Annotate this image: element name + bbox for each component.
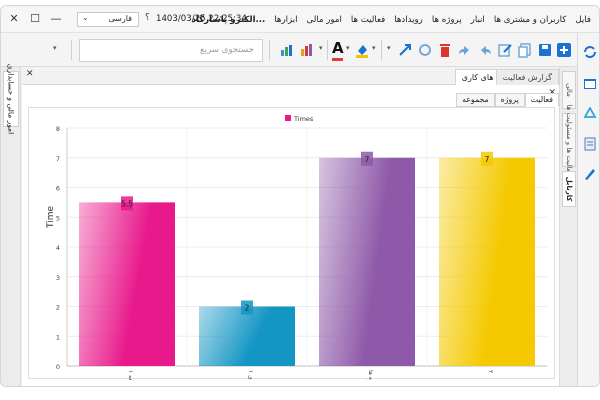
legend-swatch	[285, 115, 291, 121]
finance-side-tab[interactable]: مالی	[562, 71, 576, 109]
menu-item-finance[interactable]: امور مالی	[306, 14, 342, 25]
y-tick-label: 8	[56, 125, 60, 133]
sync-icon[interactable]	[583, 45, 597, 59]
main-menu: فایل کاربران و مشتری ها انبار پروژه ها ر…	[191, 6, 591, 33]
data-label: 5.5	[121, 199, 133, 208]
bar[interactable]	[199, 306, 295, 367]
right-icon-bar	[577, 33, 599, 386]
data-label-box	[121, 196, 133, 211]
document-icon[interactable]	[583, 137, 597, 151]
menu-item-warehouse[interactable]: انبار	[470, 14, 485, 25]
menu-item-users-customers[interactable]: کاربران و مشتری ها	[493, 14, 567, 25]
bar[interactable]	[79, 202, 175, 366]
cartable-side-tab-label: کارتابل	[565, 176, 573, 202]
menu-item-file[interactable]: فایل	[575, 14, 591, 25]
subtab-activity[interactable]: فعالیت	[524, 93, 559, 107]
app-window: ✕ ☐ — ⌄ فارسی ؟ 1403/03/25 22:25:34 فایل…	[0, 5, 600, 387]
finance-dock-tab-label: امور مالی و حسابداری	[6, 63, 16, 135]
finance-dock-tab[interactable]: امور مالی و حسابداری	[3, 64, 19, 134]
x-category-label: ۲	[487, 370, 494, 373]
bar[interactable]	[439, 157, 535, 366]
quick-search-placeholder: جستجوی سریع	[200, 45, 254, 55]
y-axis-label: Time	[46, 206, 56, 229]
refresh-icon[interactable]	[417, 42, 433, 58]
recycle-icon[interactable]	[583, 107, 597, 121]
redo-icon[interactable]	[457, 42, 473, 58]
y-axis-ticks: 0 1 2 3 4 5 6 7 8	[56, 125, 60, 371]
delete-icon[interactable]	[437, 42, 453, 58]
maximize-window-button[interactable]: ☐	[30, 12, 40, 25]
data-label-box	[481, 151, 493, 166]
tab-activity-report[interactable]: گزارش فعالیت	[495, 69, 559, 85]
pen-icon[interactable]	[583, 167, 597, 181]
activities-side-tab-label: فعالیت ها و مسئولیت ها	[565, 104, 573, 176]
bar-chart-icon[interactable]	[299, 42, 315, 58]
x-category-label: پروژه ها	[367, 370, 374, 380]
activities-side-tab[interactable]: فعالیت ها و مسئولیت ها	[562, 105, 576, 175]
save-icon[interactable]	[537, 42, 553, 58]
toolbar: ▾ جستجوی سریع ▾ A ▾ ▾ ▾	[1, 33, 599, 67]
window-icon[interactable]	[583, 77, 597, 91]
y-tick-label: 1	[56, 333, 60, 341]
x-category-label: دسته مطالعه ۱	[127, 370, 134, 380]
menu-bar: ✕ ☐ — ⌄ فارسی ؟ 1403/03/25 22:25:34 فایل…	[1, 6, 599, 33]
y-tick-label: 3	[56, 274, 60, 282]
finance-side-tab-label: مالی	[565, 83, 573, 97]
chart-report-icon[interactable]	[279, 42, 295, 58]
company-name: الکترو پاسارگاد...	[191, 14, 266, 25]
close-window-button[interactable]: ✕	[9, 12, 19, 25]
undo-icon[interactable]	[477, 42, 493, 58]
subtab-project[interactable]: پروژه	[494, 93, 525, 107]
chart-container: 0 1 2 3 4 5 6 7 8 5.5 2 7 7 دسته مطالعه ۱ برنامه های…	[28, 107, 555, 386]
document-tab-strip: ✕ برنامه های کاری گزارش فعالیت	[22, 67, 559, 85]
toolbar-overflow-icon[interactable]: ▾	[53, 44, 57, 52]
datetime-display: 1403/03/25 22:25:34	[156, 14, 247, 24]
menu-item-events[interactable]: رویدادها	[394, 14, 423, 25]
document-panel: ✕ برنامه های کاری گزارش فعالیت ✕ مجموعه …	[22, 67, 559, 386]
menu-item-activities[interactable]: فعالیت ها	[350, 14, 386, 25]
minimize-window-button[interactable]: —	[50, 12, 62, 25]
left-dock-strip: امور مالی و حسابداری	[1, 64, 21, 386]
chart-bars: 5.5 2 7 7	[79, 151, 535, 367]
add-new-icon[interactable]	[556, 42, 572, 58]
cartable-side-tab[interactable]: کارتابل	[562, 171, 576, 207]
chart-legend: Times	[285, 115, 314, 123]
copy-icon[interactable]	[517, 42, 533, 58]
bar-chart: 0 1 2 3 4 5 6 7 8 5.5 2 7 7 دسته مطالعه ۱ برنامه های…	[46, 115, 547, 386]
edit-icon[interactable]	[497, 42, 513, 58]
y-tick-label: 6	[56, 185, 60, 193]
subtab-collection[interactable]: مجموعه	[456, 93, 495, 107]
data-label: 2	[245, 304, 250, 313]
bar[interactable]	[319, 157, 415, 366]
language-value: فارسی	[108, 14, 133, 23]
right-dock-strip: مالی فعالیت ها و مسئولیت ها کارتابل	[559, 67, 577, 386]
menu-item-projects[interactable]: پروژه ها	[431, 14, 462, 25]
x-category-label: برنامه های ۱	[247, 370, 254, 380]
data-label-box	[361, 151, 373, 166]
y-tick-label: 5	[56, 214, 60, 222]
collapse-icon[interactable]	[397, 42, 413, 58]
y-tick-label: 7	[56, 155, 60, 163]
menu-item-tools[interactable]: ابزارها	[274, 14, 298, 25]
language-select[interactable]: ⌄ فارسی	[77, 12, 139, 27]
y-tick-label: 0	[56, 363, 60, 371]
data-label-box	[241, 300, 253, 315]
close-panel-icon[interactable]: ✕	[26, 69, 34, 79]
group-by-tabs: مجموعه پروژه فعالیت	[456, 93, 559, 107]
legend-label-times: Times	[293, 115, 314, 123]
data-label: 7	[365, 155, 370, 164]
y-tick-label: 2	[56, 304, 60, 312]
data-label: 7	[485, 155, 490, 164]
quick-search-input[interactable]: جستجوی سریع	[79, 39, 263, 62]
font-color-icon[interactable]: A	[332, 39, 344, 57]
x-axis-labels: دسته مطالعه ۱ برنامه های ۱ پروژه ها ۲	[127, 370, 494, 386]
y-tick-label: 4	[56, 244, 60, 252]
help-icon[interactable]: ؟	[145, 13, 150, 23]
fill-color-icon[interactable]	[354, 42, 370, 58]
chevron-down-icon: ⌄	[82, 13, 89, 22]
